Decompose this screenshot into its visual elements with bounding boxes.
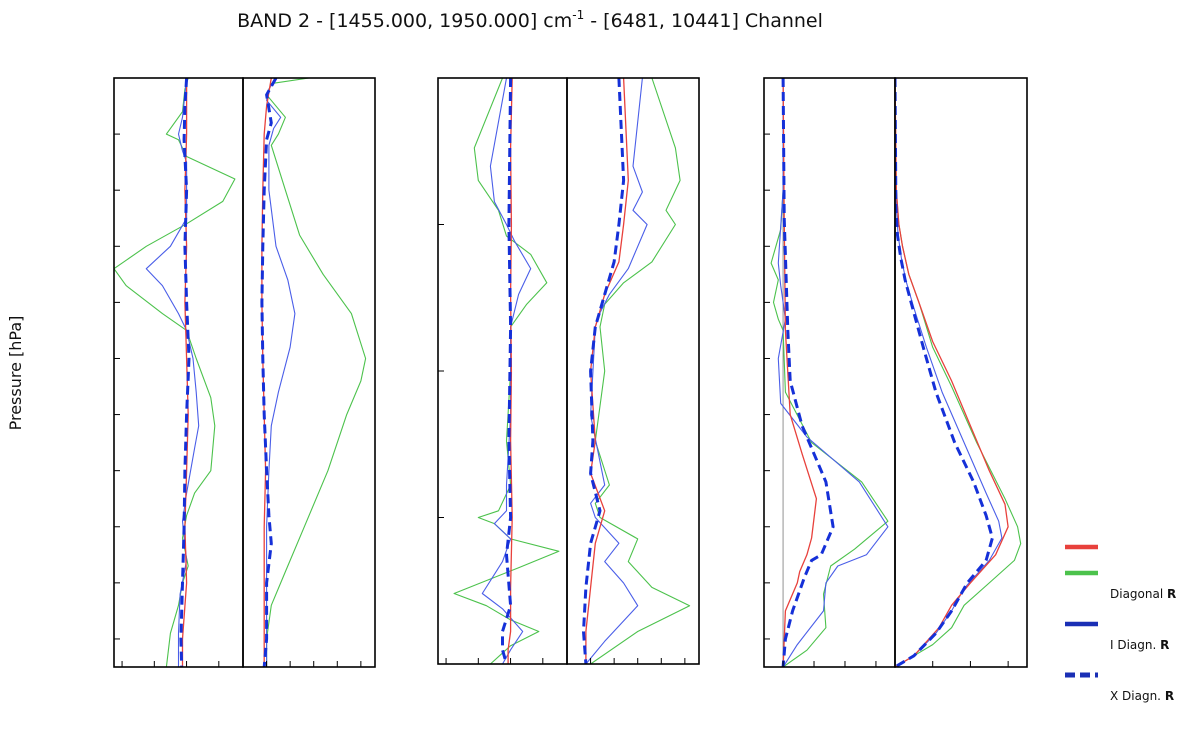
chart-panels	[113, 77, 1028, 668]
chart-panel-4	[566, 77, 700, 665]
legend-sublabel-bold: R	[1160, 638, 1169, 652]
series-group	[770, 78, 889, 667]
figure-title: BAND 2 - [1455.000, 1950.000] cm-1 - [64…	[237, 8, 823, 32]
chart-panel-2	[242, 77, 376, 668]
series-line-rt-x-diagn	[781, 78, 835, 667]
series-line-rt-diagonal	[895, 78, 1022, 667]
legend-item-rt-i-diagn: I Diagn. R	[1065, 621, 1169, 652]
plot-frame	[437, 77, 568, 665]
figure-title-main: BAND 2 - [1455.000, 1950.000] cm	[237, 10, 572, 32]
series-line-bt	[895, 78, 1009, 667]
legend-sublabel-bold: R	[1167, 587, 1176, 601]
plot-frame	[242, 77, 376, 668]
figure-title-suffix: - [6481, 10441] Channel	[584, 10, 823, 32]
chart-legend: Diagonal RI Diagn. RX Diagn. R	[1065, 544, 1176, 703]
legend-sublabel-text: Diagonal	[1110, 587, 1167, 601]
chart-panel-3	[437, 77, 568, 665]
series-group	[895, 78, 1022, 667]
plot-frame	[894, 77, 1028, 668]
series-line-bt	[782, 78, 818, 667]
series-line-rt-i-diagn	[481, 78, 532, 664]
series-group	[582, 78, 691, 664]
series-line-rt-i-diagn	[895, 78, 1003, 667]
series-line-rt-x-diagn	[501, 78, 513, 664]
series-line-rt-diagonal	[114, 78, 236, 667]
legend-sublabel: Diagonal R	[1110, 587, 1176, 601]
chart-panel-6	[894, 77, 1028, 668]
legend-sublabel-text: X Diagn.	[1110, 689, 1165, 703]
series-line-rt-x-diagn	[179, 78, 191, 667]
y-axis-label: Pressure [hPa]	[6, 316, 25, 431]
chart-panel-1	[113, 77, 244, 668]
series-line-rt-x-diagn	[260, 78, 278, 667]
legend-sublabel: I Diagn. R	[1110, 638, 1169, 652]
legend-sublabel-text: I Diagn.	[1110, 638, 1160, 652]
series-line-rt-diagonal	[453, 78, 560, 664]
series-line-rt-x-diagn	[582, 78, 626, 664]
series-line-rt-x-diagn	[895, 78, 994, 667]
figure-title-superscript: -1	[572, 8, 584, 22]
series-line-rt-diagonal	[770, 78, 889, 667]
series-line-bt	[585, 78, 629, 664]
plot-frame	[566, 77, 700, 665]
series-line-bt	[507, 78, 513, 664]
legend-sublabel-bold: R	[1165, 689, 1174, 703]
legend-item-rt-diagonal: Diagonal R	[1065, 570, 1176, 601]
legend-item-rt-x-diagn: X Diagn. R	[1065, 672, 1174, 703]
series-line-rt-diagonal	[266, 78, 367, 667]
series-line-rt-diagonal	[590, 78, 691, 664]
chart-panel-5	[763, 77, 896, 668]
series-group	[114, 78, 236, 667]
plot-frame	[113, 77, 244, 668]
series-line-rt-i-diagn	[585, 78, 648, 664]
legend-sublabel: X Diagn. R	[1110, 689, 1174, 703]
series-line-rt-i-diagn	[266, 78, 296, 667]
series-group	[453, 78, 560, 664]
series-group	[260, 78, 367, 667]
series-line-rt-i-diagn	[145, 78, 200, 667]
series-line-rt-i-diagn	[777, 78, 889, 667]
